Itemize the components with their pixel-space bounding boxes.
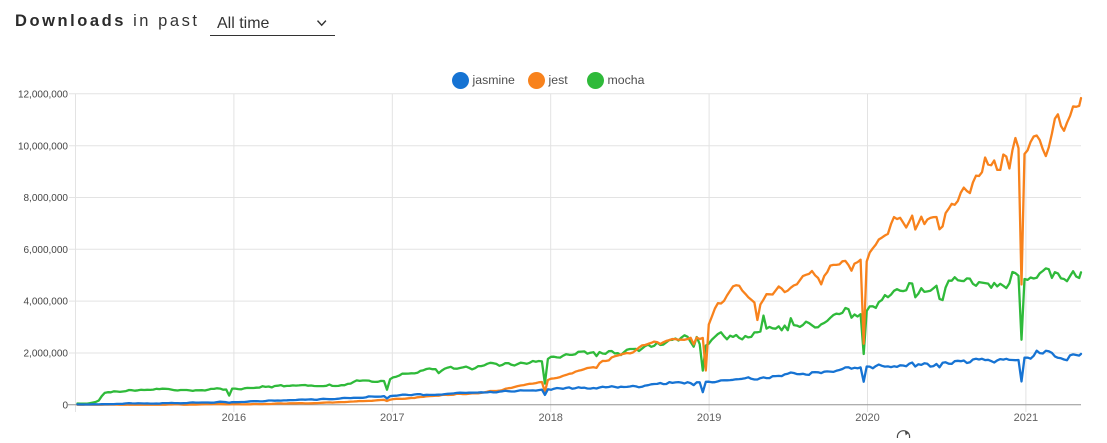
svg-text:12,000,000: 12,000,000 xyxy=(18,89,68,100)
svg-text:10,000,000: 10,000,000 xyxy=(18,141,68,152)
svg-text:0: 0 xyxy=(62,400,68,411)
svg-text:2017: 2017 xyxy=(380,412,404,424)
svg-text:2021: 2021 xyxy=(1014,412,1038,424)
svg-text:2016: 2016 xyxy=(222,412,246,424)
svg-text:2019: 2019 xyxy=(697,412,721,424)
svg-text:2,000,000: 2,000,000 xyxy=(24,349,69,360)
svg-text:4,000,000: 4,000,000 xyxy=(24,297,69,308)
svg-text:6,000,000: 6,000,000 xyxy=(24,245,69,256)
svg-text:2018: 2018 xyxy=(538,412,562,424)
svg-text:8,000,000: 8,000,000 xyxy=(24,193,69,204)
svg-text:2020: 2020 xyxy=(855,412,879,424)
